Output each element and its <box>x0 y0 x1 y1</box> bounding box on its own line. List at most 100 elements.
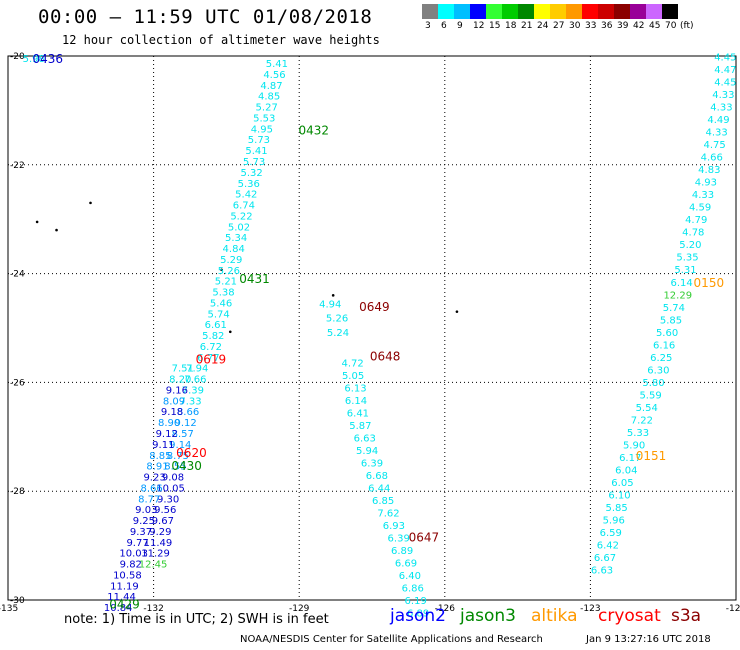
wave-height-label: 6.39 <box>388 533 410 544</box>
wave-height-label: 5.26 <box>326 314 348 325</box>
y-tick-label: -28 <box>10 487 25 497</box>
y-tick-label: -22 <box>10 161 25 171</box>
wave-height-label: 4.85 <box>258 92 280 103</box>
wave-height-label: 8.91 <box>146 462 168 473</box>
pass-time-label: 0429 <box>109 597 140 611</box>
wave-height-label: 6.67 <box>594 553 616 564</box>
wave-height-label: 9.12 <box>156 429 178 440</box>
legend-swatch <box>454 4 470 19</box>
wave-height-label: 8.66 <box>141 483 163 494</box>
wave-height-label: 6.30 <box>647 365 669 376</box>
wave-height-label: 5.22 <box>230 211 252 222</box>
generated-timestamp: Jan 9 13:27:16 UTC 2018 <box>586 634 711 645</box>
wave-height-label: 4.95 <box>251 124 273 135</box>
wave-height-label: 10.05 <box>156 483 185 494</box>
wave-height-label: 6.39 <box>361 458 383 469</box>
satellite-jason2: jason2 <box>390 606 446 626</box>
pass-time-label: 0647 <box>409 530 440 544</box>
wave-height-label: 4.79 <box>685 215 707 226</box>
wave-height-label: 4.33 <box>712 90 734 101</box>
wave-height-label: 6.04 <box>615 465 637 476</box>
island-marker <box>89 201 92 205</box>
chart-subtitle: 12 hour collection of altimeter wave hei… <box>62 33 380 47</box>
wave-height-label: 5.21 <box>215 277 237 288</box>
wave-height-label: 5.20 <box>679 240 701 251</box>
wave-height-label: 8.77 <box>138 494 160 505</box>
wave-height-label: 6.42 <box>597 541 619 552</box>
wave-height-label: 5.54 <box>636 403 658 414</box>
legend-swatch <box>662 4 678 19</box>
wave-height-label: 9.03 <box>135 505 157 516</box>
wave-height-label: 4.83 <box>698 165 720 176</box>
x-tick-label: -135 <box>0 604 18 614</box>
wave-height-label: 4.87 <box>260 81 282 92</box>
wave-height-label: 5.73 <box>243 157 265 168</box>
wave-height-label: 5.41 <box>245 146 267 157</box>
wave-height-label: 9.16 <box>166 385 188 396</box>
wave-height-label: 5.90 <box>623 440 645 451</box>
wave-height-label: 6.59 <box>600 528 622 539</box>
x-tick-label: -132 <box>143 604 163 614</box>
y-tick-label: -26 <box>10 378 25 388</box>
wave-height-label: 5.85 <box>605 503 627 514</box>
satellite-s3a: s3a <box>671 606 702 626</box>
wave-height-label: 5.82 <box>202 331 224 342</box>
wave-height-label: 7.66 <box>184 375 206 386</box>
wave-height-label: 6.69 <box>395 558 417 569</box>
wave-height-points: 5.414.564.874.855.275.534.955.735.415.73… <box>23 53 737 620</box>
pass-time-label: 0648 <box>370 350 401 364</box>
wave-height-label: 9.11 <box>152 440 174 451</box>
island-marker <box>331 294 335 297</box>
legend-label: 27 <box>553 21 565 31</box>
y-tick-label: -20 <box>10 52 25 62</box>
wave-height-label: 6.14 <box>671 278 693 289</box>
legend-swatch <box>422 4 438 19</box>
legend-label: 12 <box>473 21 485 31</box>
wave-height-label: 9.30 <box>157 494 179 505</box>
wave-height-label: 6.10 <box>608 490 630 501</box>
wave-height-label: 5.41 <box>266 59 288 70</box>
wave-height-label: 7.33 <box>179 396 201 407</box>
chart-title: 00:00 – 11:59 UTC 01/08/2018 <box>38 6 373 28</box>
wave-height-label: 6.44 <box>368 483 390 494</box>
legend-label: 3 <box>425 21 431 31</box>
legend-label: 21 <box>521 21 533 31</box>
wave-height-label: 10.58 <box>113 570 142 581</box>
legend-swatch <box>502 4 518 19</box>
legend-label: 30 <box>569 21 581 31</box>
wave-height-label: 5.35 <box>676 253 698 264</box>
wave-height-label: 4.75 <box>704 140 726 151</box>
wave-height-label: 7.39 <box>182 385 204 396</box>
wave-height-label: 6.63 <box>591 566 613 577</box>
legend-swatch <box>614 4 630 19</box>
wave-height-label: 5.29 <box>220 255 242 266</box>
pass-time-label: 0620 <box>176 446 207 460</box>
wave-height-label: 4.93 <box>695 178 717 189</box>
wave-height-label: 9.14 <box>169 440 191 451</box>
wave-height-label: 5.38 <box>212 288 234 299</box>
legend-swatch <box>630 4 646 19</box>
legend-label: 6 <box>441 21 447 31</box>
wave-height-label: 4.56 <box>263 70 285 81</box>
legend-swatch <box>550 4 566 19</box>
wave-height-label: 6.89 <box>407 609 429 620</box>
pass-time-label: 0150 <box>694 276 725 290</box>
legend-label: 15 <box>489 21 501 31</box>
x-tick-label: -129 <box>289 604 310 614</box>
wave-height-label: 6.40 <box>399 571 421 582</box>
wave-height-label: 5.34 <box>225 233 247 244</box>
wave-height-label: 5.02 <box>228 222 250 233</box>
legend-swatch <box>486 4 502 19</box>
legend-swatch <box>598 4 614 19</box>
wave-height-label: 6.63 <box>354 433 376 444</box>
island-outlines <box>35 201 459 334</box>
wave-height-label: 5.96 <box>603 515 625 526</box>
wave-height-label: 7.22 <box>631 415 653 426</box>
legend-label: 24 <box>537 21 549 31</box>
pass-time-label: 0619 <box>196 352 227 366</box>
chart-grid <box>8 56 736 600</box>
wave-height-label: 6.77 <box>197 353 219 364</box>
wave-height-label: 5.59 <box>639 390 661 401</box>
wave-height-label: 8.66 <box>177 407 199 418</box>
